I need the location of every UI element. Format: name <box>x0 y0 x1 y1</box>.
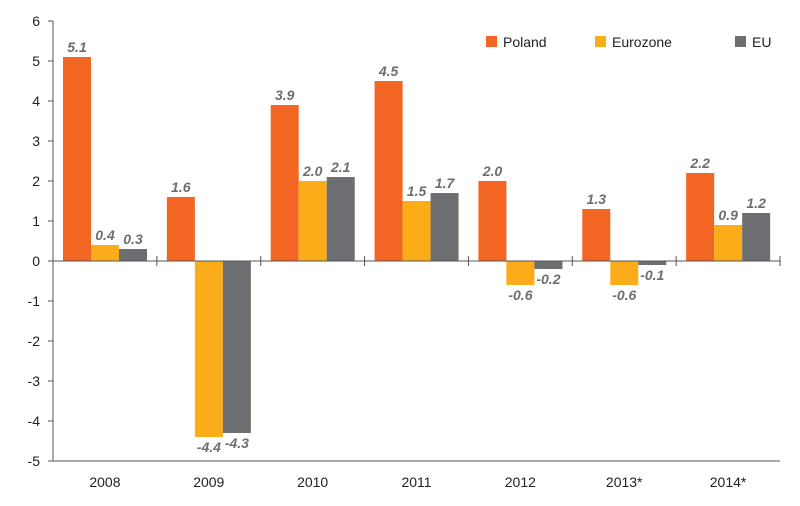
legend-swatch-poland <box>486 36 497 47</box>
data-label: 4.5 <box>378 63 399 79</box>
legend-swatch-eu <box>735 36 746 47</box>
bar-eu <box>326 177 355 261</box>
bar-eurozone <box>506 261 535 285</box>
bar-poland <box>582 209 611 261</box>
bar-eurozone <box>402 201 431 261</box>
data-label: 1.5 <box>407 183 427 199</box>
data-label: -4.4 <box>197 439 221 455</box>
y-tick-label: -5 <box>28 453 41 469</box>
data-label: 2.1 <box>330 159 351 175</box>
data-label: -0.1 <box>640 267 664 283</box>
bar-eurozone <box>194 261 223 437</box>
legend-label: Poland <box>503 34 547 50</box>
data-label: 3.9 <box>275 87 295 103</box>
bar-eu <box>222 261 251 433</box>
data-label: 1.3 <box>587 191 607 207</box>
data-label: 0.9 <box>718 207 738 223</box>
bar-eu <box>534 261 563 269</box>
bar-poland <box>63 57 91 261</box>
bar-poland <box>686 173 715 261</box>
legend-label: EU <box>752 34 771 50</box>
x-tick-label: 2010 <box>297 474 328 490</box>
data-label: 0.4 <box>95 227 115 243</box>
y-tick-label: 3 <box>32 133 40 149</box>
x-tick-label: 2012 <box>505 474 536 490</box>
y-tick-label: 5 <box>32 53 40 69</box>
bar-poland <box>166 197 195 261</box>
data-label: 2.0 <box>482 163 503 179</box>
data-label: -0.6 <box>508 287 532 303</box>
data-label: -4.3 <box>225 435 249 451</box>
y-tick-label: 6 <box>32 13 40 29</box>
bar-eurozone <box>610 261 639 285</box>
bar-eu <box>638 261 667 265</box>
bar-eurozone <box>714 225 743 261</box>
x-tick-label: 2011 <box>401 474 431 490</box>
x-tick-label: 2008 <box>89 474 120 490</box>
bar-poland <box>270 105 299 261</box>
data-label: -0.2 <box>536 271 560 287</box>
data-label: 2.0 <box>302 163 323 179</box>
y-tick-label: -2 <box>28 333 41 349</box>
y-tick-label: 4 <box>32 93 40 109</box>
x-tick-label: 2013* <box>606 474 643 490</box>
data-label: 2.2 <box>689 155 710 171</box>
bar-poland <box>478 181 507 261</box>
y-tick-label: -4 <box>28 413 41 429</box>
data-label: 1.7 <box>435 175 456 191</box>
bar-poland <box>374 81 403 261</box>
data-label: 1.2 <box>746 195 766 211</box>
y-tick-label: -3 <box>28 373 41 389</box>
x-tick-label: 2009 <box>193 474 224 490</box>
bar-eu <box>119 249 147 261</box>
data-label: 1.6 <box>171 179 191 195</box>
data-label: -0.6 <box>612 287 636 303</box>
legend-label: Eurozone <box>612 34 672 50</box>
bar-eu <box>430 193 459 261</box>
y-tick-label: -1 <box>28 293 41 309</box>
data-label: 5.1 <box>67 39 87 55</box>
bar-eurozone <box>91 245 119 261</box>
y-tick-label: 1 <box>32 213 40 229</box>
y-tick-label: 0 <box>32 253 40 269</box>
x-tick-label: 2014* <box>710 474 747 490</box>
legend-swatch-eurozone <box>595 36 606 47</box>
y-tick-label: 2 <box>32 173 40 189</box>
bar-eu <box>742 213 771 261</box>
bar-eurozone <box>298 181 327 261</box>
data-label: 0.3 <box>123 231 143 247</box>
